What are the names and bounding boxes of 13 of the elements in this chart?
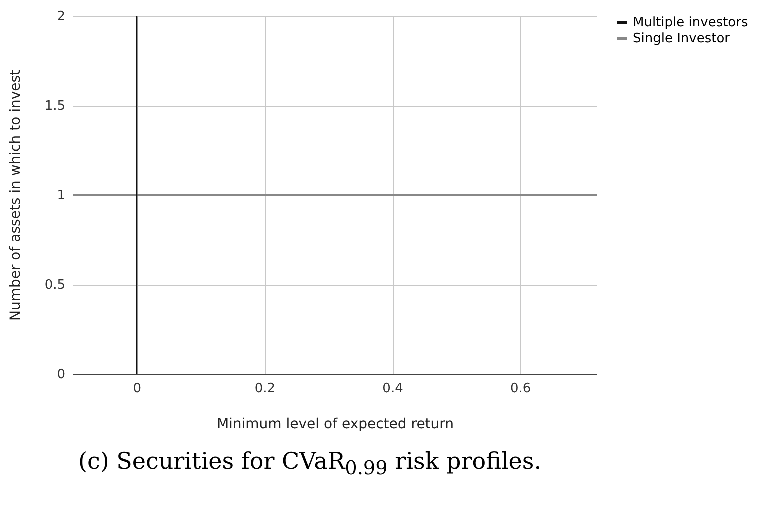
text: (c) Securities for CVaR$_{0.99}$ risk profiles. [77,448,543,482]
x-tick-label: 0.6 [510,382,532,396]
y-tick-label: 0.5 [44,278,66,293]
x-tick-label: 0.2 [254,382,276,396]
y-tick-label: 2 [57,10,66,24]
legend-label: Multiple investors [633,16,748,30]
y-tick-label: 0 [57,368,66,382]
y-axis-title: Number of assets in which to invest [8,69,24,322]
y-tick-label: 1 [57,188,66,204]
legend-label: Single Investor [633,32,731,46]
x-tick-label: 0 [133,382,142,396]
y-tick-label: 1.5 [44,99,66,114]
x-tick-label: 0.4 [382,382,404,396]
